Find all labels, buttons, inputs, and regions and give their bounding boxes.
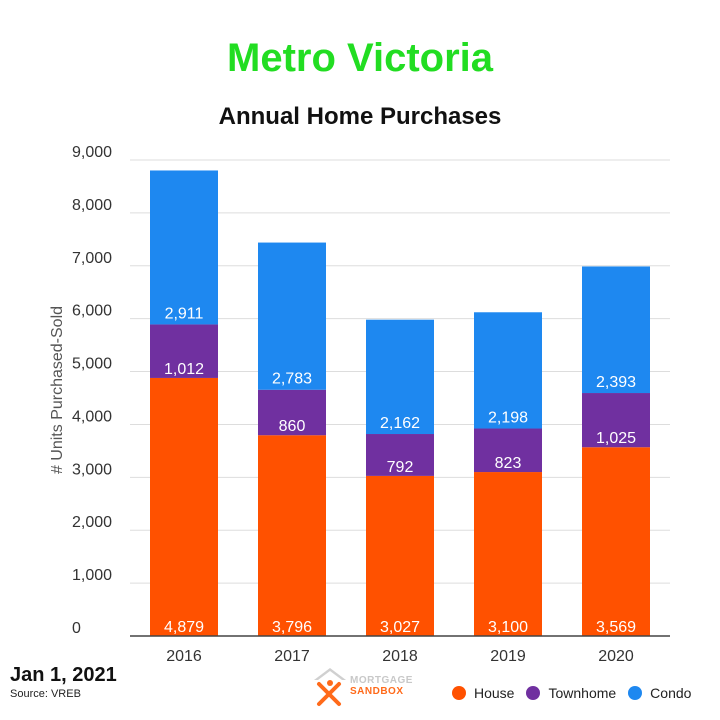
x-tick-label: 2016 bbox=[166, 648, 202, 665]
legend-swatch-house bbox=[452, 686, 466, 700]
x-tick-label: 2020 bbox=[598, 648, 634, 665]
data-label-condo-2018: 2,162 bbox=[380, 415, 420, 432]
legend-swatch-townhome bbox=[526, 686, 541, 700]
y-tick-label: 5,000 bbox=[72, 356, 112, 373]
y-axis-label: # Units Purchased-Sold bbox=[49, 306, 66, 474]
axes: 0 1,000 2,000 3,000 4,000 5,000 6,000 7,000 8,00… bbox=[72, 144, 670, 665]
y-tick-label: 9,000 bbox=[72, 144, 112, 161]
x-tick-label: 2019 bbox=[490, 648, 526, 665]
report-date: Jan 1, 2021 bbox=[10, 664, 117, 686]
y-tick-label: 3,000 bbox=[72, 461, 112, 478]
y-tick-label: 6,000 bbox=[72, 303, 112, 320]
data-label-house-2020: 3,569 bbox=[596, 619, 636, 636]
legend: House Townhome Condo bbox=[452, 685, 703, 701]
bar-townhome-2019 bbox=[474, 428, 542, 473]
chart-title: Metro Victoria bbox=[227, 36, 493, 80]
bar-house-2016 bbox=[150, 377, 218, 636]
bar-townhome-2018 bbox=[366, 434, 434, 476]
bar-house-2017 bbox=[258, 435, 326, 636]
bar-condo-2017 bbox=[258, 242, 326, 390]
data-label-house-2019: 3,100 bbox=[488, 619, 528, 636]
data-label-condo-2017: 2,783 bbox=[272, 371, 312, 388]
bar-condo-2018 bbox=[366, 319, 434, 435]
source-note: Source: VREB bbox=[10, 688, 81, 700]
y-tick-label: 4,000 bbox=[72, 408, 112, 425]
bar-condo-2019 bbox=[474, 312, 542, 429]
bar-condo-2016 bbox=[150, 170, 218, 325]
bar-townhome-2016 bbox=[150, 324, 218, 378]
bars: 4,879 1,012 2,911 3,796 860 2,783 3,027 792 2,16… bbox=[150, 170, 650, 636]
bar-condo-2020 bbox=[582, 266, 650, 394]
legend-item-townhome: Townhome bbox=[526, 685, 616, 701]
logo-text: MORTGAGE SANDBOX bbox=[350, 675, 413, 697]
data-label-condo-2020: 2,393 bbox=[596, 374, 636, 391]
bar-townhome-2017 bbox=[258, 389, 326, 436]
y-tick-label: 0 bbox=[72, 620, 81, 637]
data-label-condo-2016: 2,911 bbox=[165, 305, 204, 322]
y-tick-label: 1,000 bbox=[72, 567, 112, 584]
legend-item-house: House bbox=[452, 685, 514, 701]
bar-house-2019 bbox=[474, 472, 542, 636]
data-label-townhome-2018: 792 bbox=[387, 459, 414, 476]
data-label-house-2016: 4,879 bbox=[164, 619, 204, 636]
data-label-townhome-2017: 860 bbox=[279, 418, 306, 435]
legend-swatch-condo bbox=[628, 686, 643, 700]
data-label-townhome-2016: 1,012 bbox=[164, 361, 204, 378]
data-label-townhome-2019: 823 bbox=[495, 455, 522, 472]
x-tick-label: 2018 bbox=[382, 648, 418, 665]
mortgage-sandbox-logo: MORTGAGE SANDBOX bbox=[312, 666, 422, 708]
bar-house-2018 bbox=[366, 475, 434, 636]
y-tick-label: 7,000 bbox=[72, 250, 112, 267]
data-label-condo-2019: 2,198 bbox=[488, 410, 528, 427]
y-tick-label: 2,000 bbox=[72, 514, 112, 531]
bar-townhome-2020 bbox=[582, 393, 650, 448]
data-label-house-2018: 3,027 bbox=[380, 619, 420, 636]
bar-house-2020 bbox=[582, 447, 650, 636]
logo-icon bbox=[314, 668, 346, 706]
data-label-house-2017: 3,796 bbox=[272, 619, 312, 636]
x-tick-label: 2017 bbox=[274, 648, 310, 665]
y-tick-label: 8,000 bbox=[72, 197, 112, 214]
data-label-townhome-2020: 1,025 bbox=[596, 430, 636, 447]
legend-item-condo: Condo bbox=[628, 685, 691, 701]
chart-subtitle: Annual Home Purchases bbox=[218, 103, 502, 130]
